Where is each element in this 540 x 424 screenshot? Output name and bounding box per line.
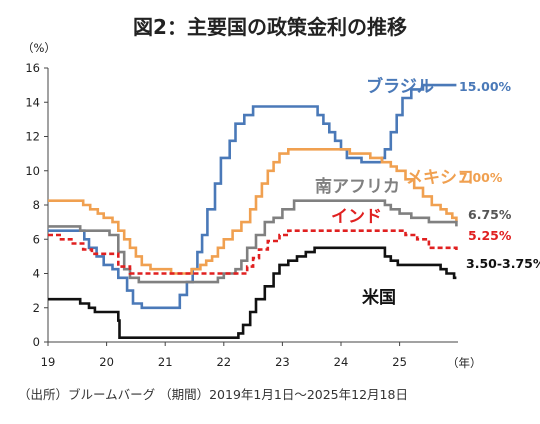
series-label: 5.25%: [468, 228, 512, 243]
y-tick-label: 8: [33, 198, 40, 212]
series-label: メキシコ: [406, 168, 474, 188]
y-tick-label: 2: [33, 301, 40, 315]
series-line-3: [48, 229, 458, 275]
y-tick-label: 14: [25, 95, 40, 109]
y-axis-unit: （%）: [22, 41, 56, 55]
series-line-4: [48, 246, 457, 339]
series-label: 米国: [362, 287, 396, 308]
series-line-0: [48, 83, 457, 310]
source-note: （出所）ブルームバーグ （期間）2019年1月1日～2025年12月18日: [18, 387, 408, 402]
series-lines: [48, 83, 458, 339]
y-tick-label: 4: [33, 267, 40, 281]
x-tick-label: 20: [99, 355, 114, 369]
series-label: ブラジル: [366, 76, 434, 97]
y-tick-label: 12: [25, 130, 40, 144]
x-tick-label: 19: [41, 355, 56, 369]
x-tick-label: 22: [216, 355, 231, 369]
x-tick-label: 23: [275, 355, 290, 369]
y-tick-label: 10: [25, 164, 40, 178]
series-line-2: [48, 199, 458, 284]
y-tick-label: 0: [33, 335, 40, 349]
series-label: 6.75%: [468, 207, 512, 222]
series-label: インド: [331, 207, 382, 227]
x-tick-label: 24: [334, 355, 349, 369]
x-tick-label: 21: [158, 355, 173, 369]
series-label: 南アフリカ: [315, 176, 400, 197]
series-label: 15.00%: [459, 79, 512, 94]
series-line-1: [48, 148, 458, 275]
x-tick-label: 25: [392, 355, 407, 369]
series-label: 3.50-3.75%: [466, 256, 540, 271]
series-label: 7.00%: [459, 170, 503, 185]
y-tick-label: 6: [33, 232, 40, 246]
x-axis-unit: （年）: [447, 356, 482, 370]
y-tick-label: 16: [25, 61, 40, 75]
chart-title: 図2：主要国の政策金利の推移: [133, 15, 407, 39]
